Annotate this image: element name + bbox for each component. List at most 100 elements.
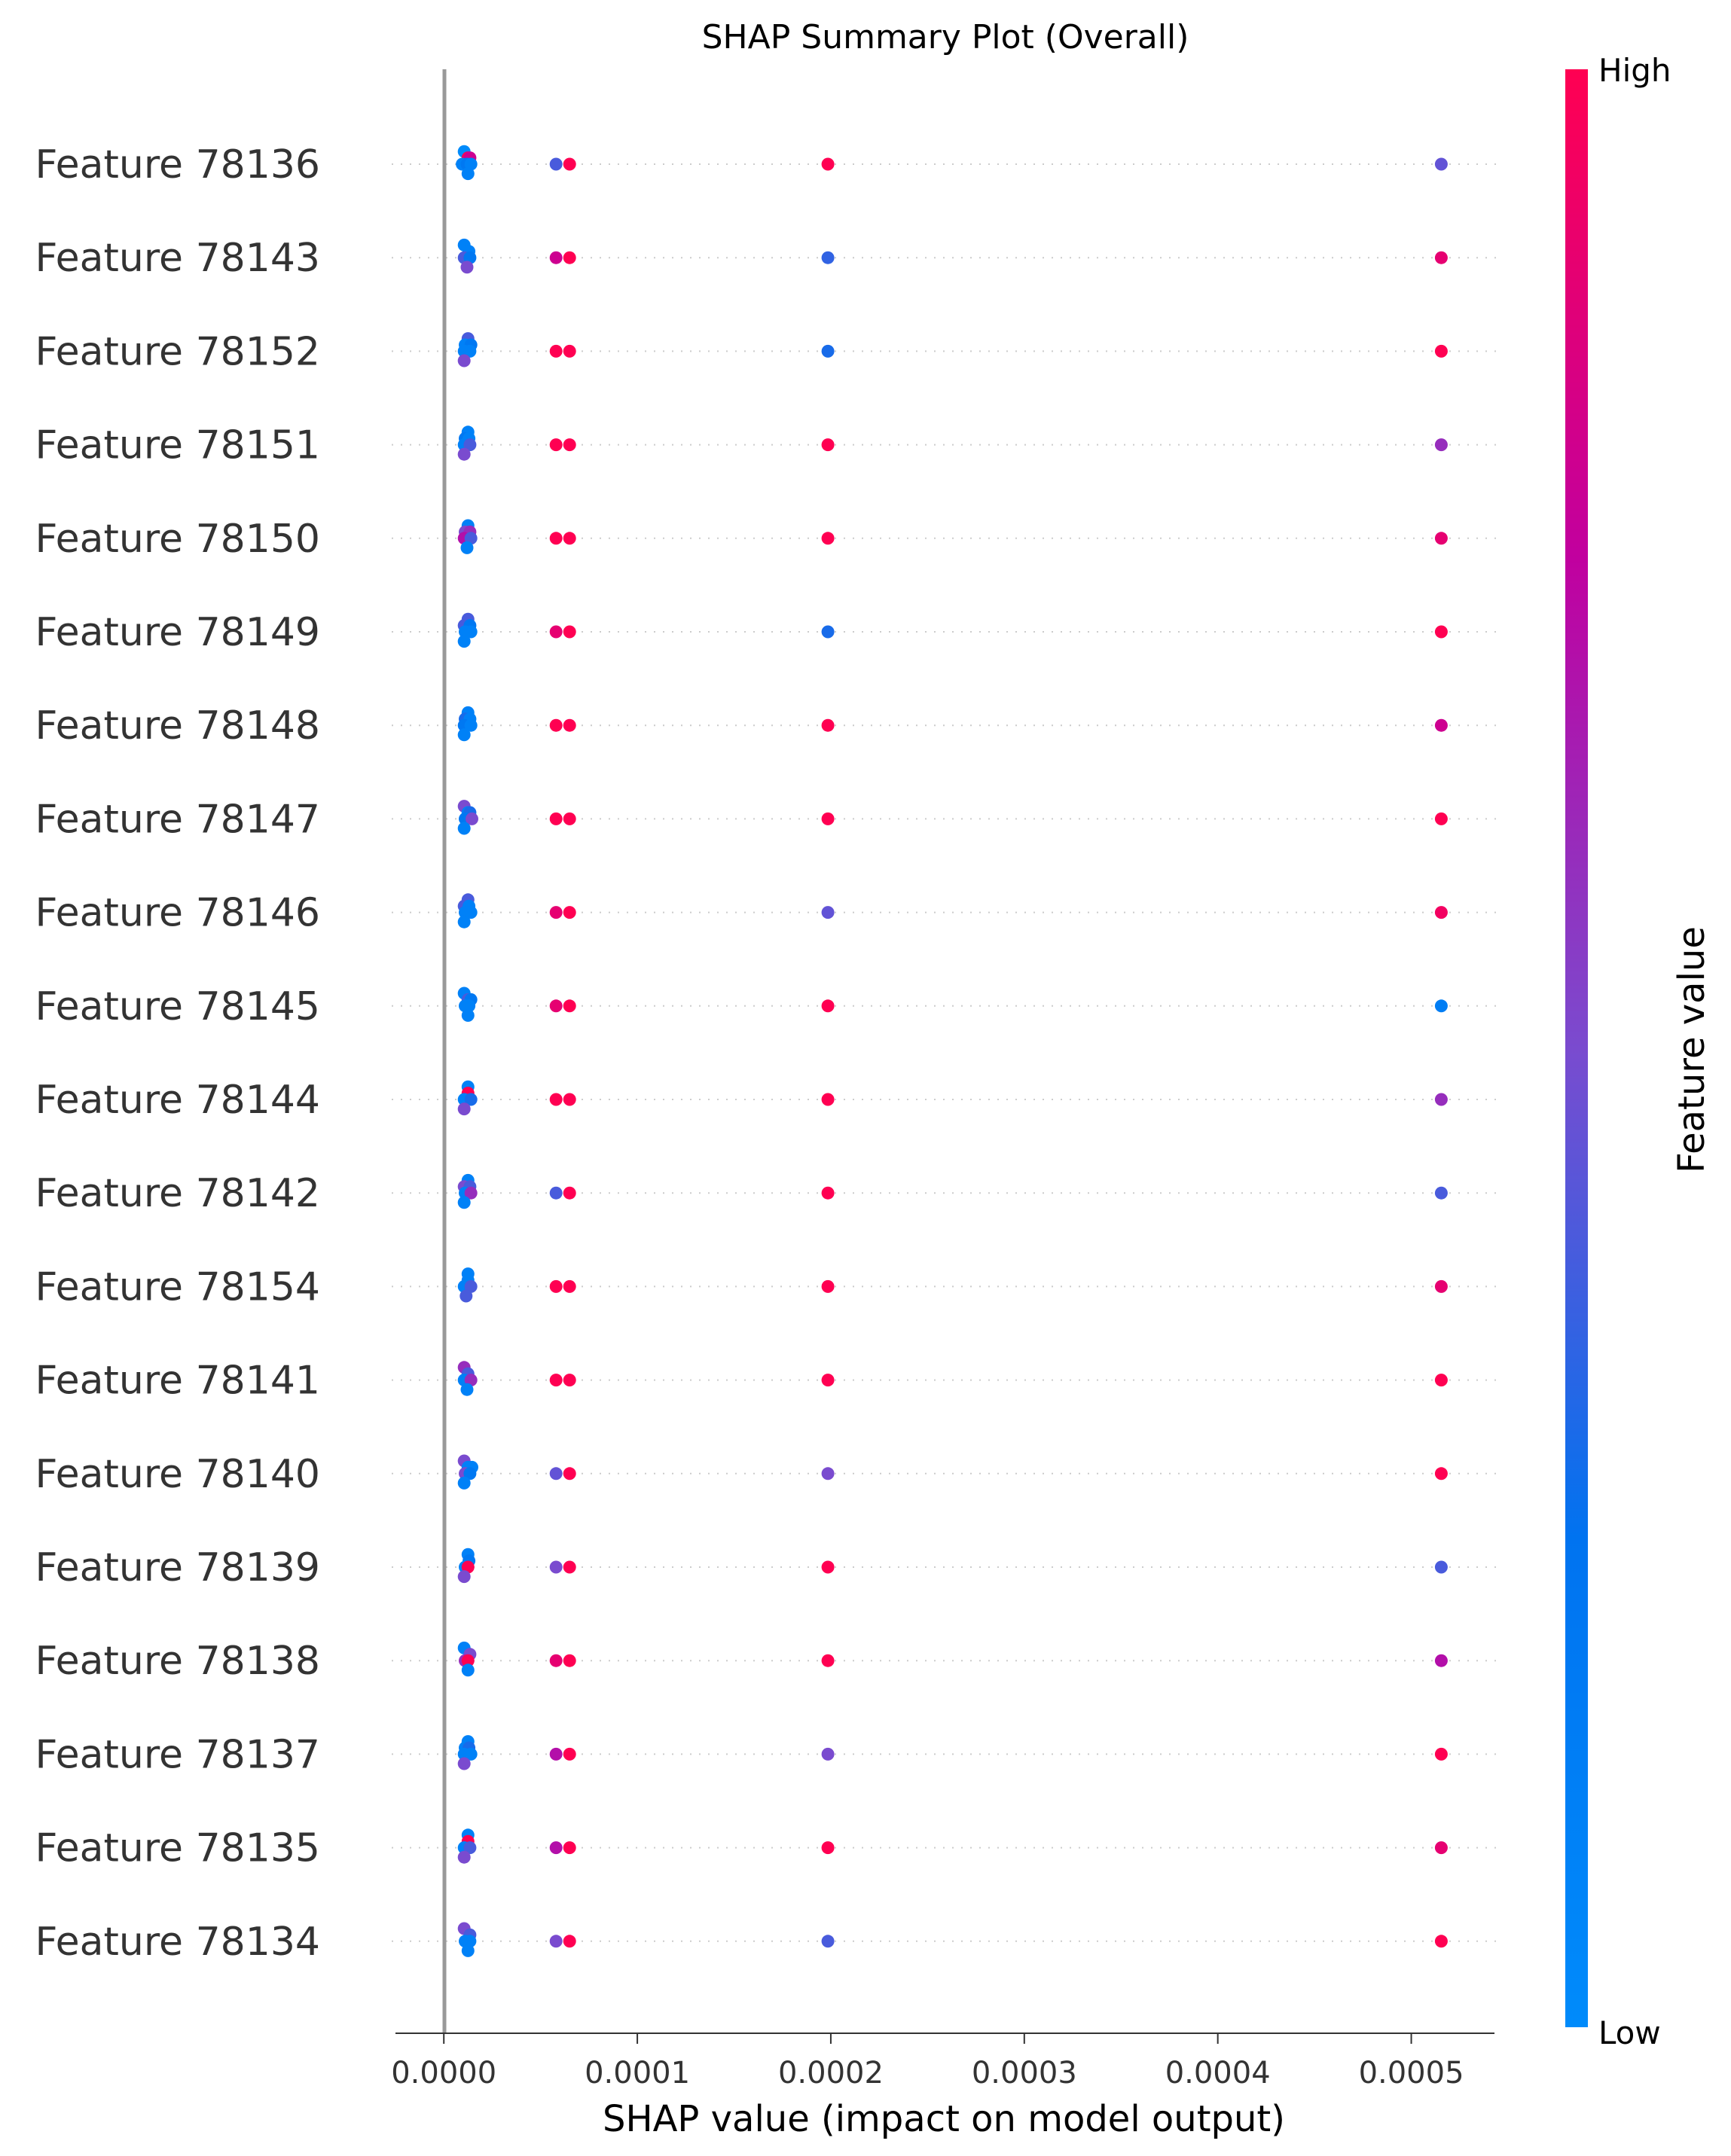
shap-point	[821, 1654, 835, 1667]
shap-point	[563, 1093, 576, 1106]
colorbar-high-label: High	[1598, 52, 1671, 89]
shap-point	[563, 344, 576, 358]
x-tick-label: 0.0002	[778, 2056, 884, 2090]
shap-point	[549, 625, 563, 639]
shap-point	[457, 1102, 471, 1116]
shap-point	[1434, 344, 1448, 358]
shap-point	[457, 1570, 471, 1584]
shap-point	[463, 1935, 477, 1948]
shap-point	[821, 906, 835, 919]
shap-point	[549, 1186, 563, 1200]
shap-point	[821, 718, 835, 732]
shap-point	[457, 1196, 471, 1209]
feature-label: Feature 78151	[35, 423, 320, 468]
x-axis-ticks: 0.0000 0.0001 0.0002 0.0003 0.0004 0.0005	[391, 2033, 1464, 2090]
shap-point	[821, 157, 835, 171]
feature-label: Feature 78147	[35, 797, 320, 842]
shap-point	[463, 344, 477, 358]
shap-point	[563, 251, 576, 264]
shap-point	[563, 1935, 576, 1948]
shap-point	[457, 822, 471, 835]
shap-point	[466, 812, 478, 825]
feature-label: Feature 78154	[35, 1264, 320, 1310]
feature-label: Feature 78146	[35, 891, 320, 936]
shap-point	[457, 354, 471, 367]
feature-label: Feature 78143	[35, 236, 320, 281]
shap-point	[1434, 1186, 1448, 1200]
shap-point	[549, 718, 563, 732]
feature-labels: Feature 78136 Feature 78143 Feature 78152 F…	[35, 142, 320, 1965]
shap-point	[563, 1186, 576, 1200]
x-tick-label: 0.0000	[391, 2056, 496, 2090]
shap-point	[549, 438, 563, 452]
shap-point	[459, 1289, 473, 1303]
shap-point	[563, 812, 576, 825]
feature-gridlines	[392, 163, 1499, 1942]
feature-label: Feature 78138	[35, 1639, 320, 1684]
shap-point	[461, 1944, 475, 1957]
shap-point	[549, 1935, 563, 1948]
shap-point	[563, 157, 576, 171]
shap-point	[461, 1008, 475, 1022]
shap-point	[1434, 906, 1448, 919]
shap-point	[549, 1841, 563, 1855]
feature-label: Feature 78145	[35, 984, 320, 1029]
shap-point	[1434, 438, 1448, 452]
shap-point	[549, 1093, 563, 1106]
shap-point	[1434, 251, 1448, 264]
shap-point	[464, 1279, 478, 1293]
shap-point	[464, 1747, 478, 1761]
shap-point	[821, 1841, 835, 1855]
shap-point	[821, 344, 835, 358]
shap-point	[1434, 1747, 1448, 1761]
shap-point	[563, 532, 576, 545]
shap-point	[821, 999, 835, 1013]
shap-point	[1434, 1841, 1448, 1855]
shap-point	[549, 1279, 563, 1293]
shap-point	[563, 1560, 576, 1574]
shap-point	[463, 1841, 477, 1855]
shap-point	[549, 1467, 563, 1481]
shap-point	[1434, 1935, 1448, 1948]
shap-point	[563, 1841, 576, 1855]
feature-label: Feature 78137	[35, 1732, 320, 1777]
shap-point	[463, 1467, 477, 1481]
shap-point	[549, 532, 563, 545]
shap-point	[563, 1467, 576, 1481]
shap-point	[563, 625, 576, 639]
feature-label: Feature 78148	[35, 703, 320, 749]
shap-point	[1434, 157, 1448, 171]
shap-point	[821, 532, 835, 545]
feature-label: Feature 78142	[35, 1171, 320, 1216]
shap-point	[1434, 1654, 1448, 1667]
feature-label: Feature 78139	[35, 1545, 320, 1590]
shap-point	[1434, 1560, 1448, 1574]
shap-point	[457, 915, 471, 929]
feature-label: Feature 78152	[35, 329, 320, 374]
shap-point	[464, 718, 478, 732]
shap-point	[464, 625, 478, 639]
colorbar-low-label: Low	[1598, 2014, 1661, 2051]
shap-point	[460, 261, 474, 274]
shap-point	[1434, 1093, 1448, 1106]
shap-point	[821, 1467, 835, 1481]
shap-point	[821, 1093, 835, 1106]
shap-point	[821, 1374, 835, 1387]
shap-point	[1434, 718, 1448, 732]
shap-point	[461, 1664, 475, 1677]
feature-label: Feature 78141	[35, 1359, 320, 1404]
shap-point	[549, 1560, 563, 1574]
shap-point	[549, 1374, 563, 1387]
shap-point	[1434, 1467, 1448, 1481]
shap-point	[563, 1374, 576, 1387]
feature-label: Feature 78135	[35, 1826, 320, 1871]
shap-point	[460, 1383, 474, 1396]
shap-point	[821, 812, 835, 825]
shap-point	[563, 999, 576, 1013]
x-axis-label: SHAP value (impact on model output)	[603, 2098, 1285, 2140]
shap-point	[549, 1654, 563, 1667]
shap-point	[1434, 1374, 1448, 1387]
shap-point	[460, 541, 474, 554]
feature-label: Feature 78136	[35, 142, 320, 188]
